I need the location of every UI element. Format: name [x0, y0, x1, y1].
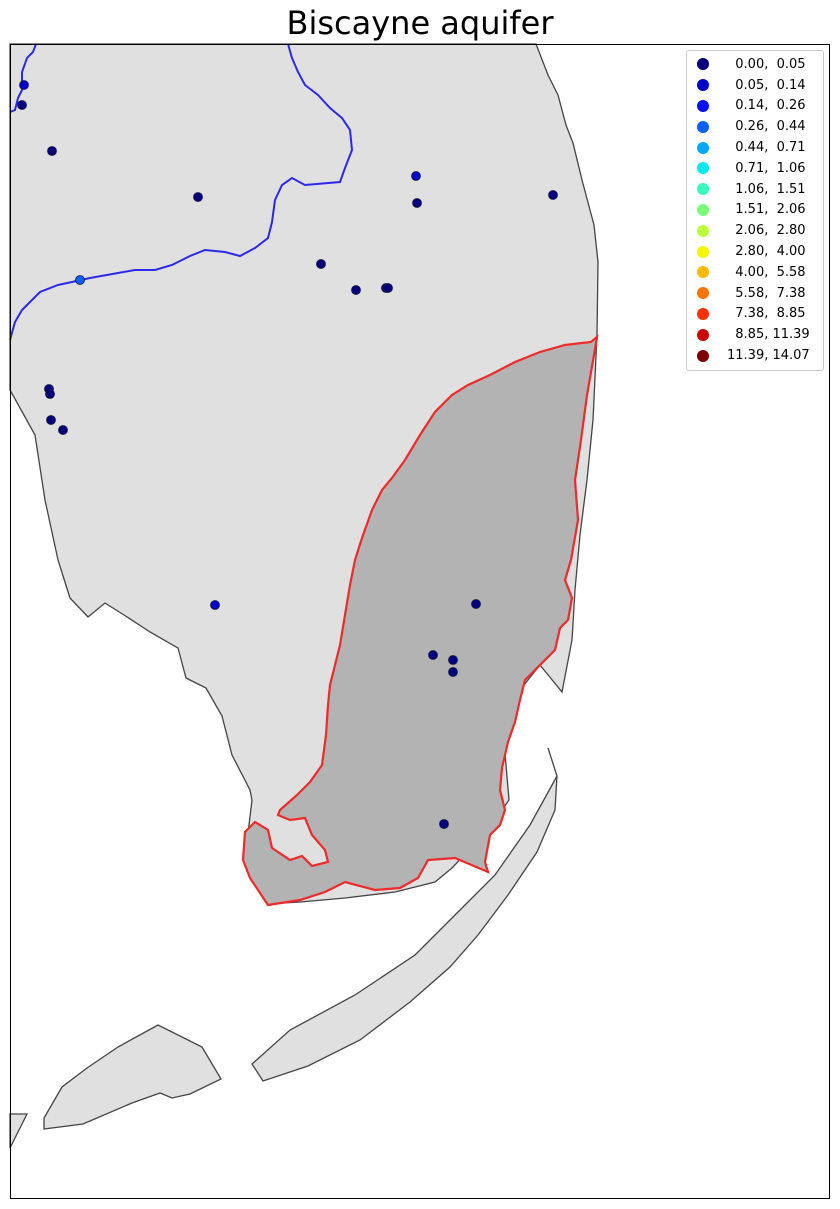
legend-label: 7.38, 8.85: [727, 306, 806, 322]
legend-entry: 8.85, 11.39: [697, 324, 819, 345]
lower-keys-land: [43, 1024, 222, 1130]
well-markers: [17, 80, 558, 829]
well-marker[interactable]: [58, 425, 68, 435]
well-marker[interactable]: [19, 80, 29, 90]
legend-label: 2.80, 4.00: [727, 244, 806, 260]
legend-swatch-marker: [697, 162, 709, 175]
legend-label: 5.58, 7.38: [727, 285, 806, 301]
well-marker[interactable]: [548, 190, 558, 200]
legend-entry: 5.58, 7.38: [697, 283, 819, 304]
well-marker[interactable]: [428, 650, 438, 660]
well-marker[interactable]: [210, 600, 220, 610]
legend-swatch-marker: [697, 307, 709, 320]
legend-swatch-marker: [697, 58, 709, 71]
biscayne-aquifer-area[interactable]: [241, 334, 599, 907]
well-marker[interactable]: [448, 667, 458, 677]
well-marker[interactable]: [471, 599, 481, 609]
legend-label: 11.39, 14.07: [727, 348, 810, 364]
legend-swatch-marker: [697, 266, 709, 279]
well-marker[interactable]: [47, 146, 57, 156]
legend-entry: 0.26, 0.44: [697, 116, 819, 137]
legend: 0.00, 0.05 0.05, 0.14 0.14, 0.26 0.26, 0…: [686, 50, 824, 371]
well-marker[interactable]: [448, 655, 458, 665]
legend-label: 1.06, 1.51: [727, 181, 806, 197]
legend-swatch-marker: [697, 328, 709, 341]
corner-key-land: [9, 1113, 29, 1149]
well-marker[interactable]: [316, 259, 326, 269]
legend-swatch-marker: [697, 120, 709, 133]
well-marker[interactable]: [193, 192, 203, 202]
legend-entry: 0.05, 0.14: [697, 75, 819, 96]
legend-entry: 1.06, 1.51: [697, 179, 819, 200]
legend-entry: 7.38, 8.85: [697, 304, 819, 325]
legend-entry: 2.06, 2.80: [697, 220, 819, 241]
legend-swatch-marker: [697, 349, 709, 362]
florida-keys-land: [251, 747, 558, 1082]
legend-label: 8.85, 11.39: [727, 327, 810, 343]
legend-swatch-marker: [697, 99, 709, 112]
legend-swatch-marker: [697, 203, 709, 216]
legend-swatch-marker: [697, 183, 709, 196]
legend-swatch-marker: [697, 287, 709, 300]
legend-label: 0.26, 0.44: [727, 119, 806, 135]
legend-entry: 11.39, 14.07: [697, 345, 819, 366]
well-marker[interactable]: [75, 275, 85, 285]
legend-entry: 2.80, 4.00: [697, 241, 819, 262]
legend-label: 4.00, 5.58: [727, 264, 806, 280]
legend-label: 0.00, 0.05: [727, 56, 806, 72]
legend-label: 2.06, 2.80: [727, 223, 806, 239]
legend-swatch-marker: [697, 224, 709, 237]
legend-label: 0.71, 1.06: [727, 160, 806, 176]
well-marker[interactable]: [383, 283, 393, 293]
legend-label: 1.51, 2.06: [727, 202, 806, 218]
well-marker[interactable]: [45, 389, 55, 399]
legend-swatch-marker: [697, 245, 709, 258]
legend-entry: 0.71, 1.06: [697, 158, 819, 179]
well-marker[interactable]: [17, 100, 27, 110]
map-frame: [10, 44, 830, 1199]
legend-entry: 4.00, 5.58: [697, 262, 819, 283]
well-marker[interactable]: [412, 198, 422, 208]
well-marker[interactable]: [46, 415, 56, 425]
legend-swatch-marker: [697, 141, 709, 154]
map-title: Biscayne aquifer: [286, 4, 554, 42]
legend-entry: 0.14, 0.26: [697, 96, 819, 117]
legend-label: 0.44, 0.71: [727, 140, 806, 156]
legend-entry: 1.51, 2.06: [697, 200, 819, 221]
legend-label: 0.14, 0.26: [727, 98, 806, 114]
well-marker[interactable]: [411, 171, 421, 181]
legend-entry: 0.44, 0.71: [697, 137, 819, 158]
well-marker[interactable]: [439, 819, 449, 829]
legend-label: 0.05, 0.14: [727, 77, 806, 93]
legend-entry: 0.00, 0.05: [697, 54, 819, 75]
well-marker[interactable]: [351, 285, 361, 295]
legend-swatch-marker: [697, 79, 709, 92]
